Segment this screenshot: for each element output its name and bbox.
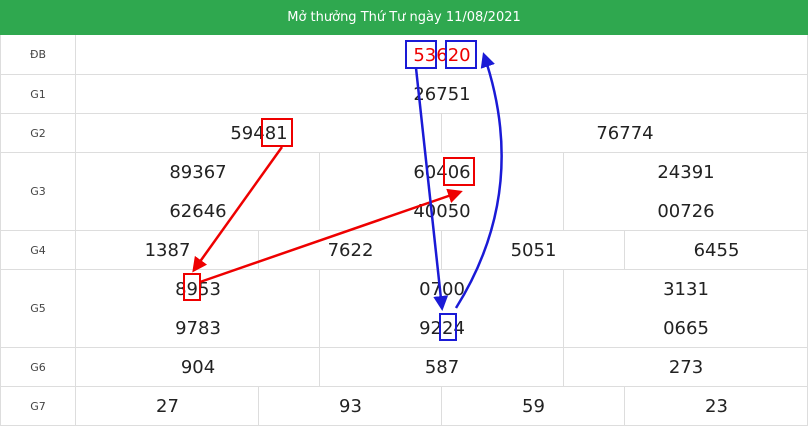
prize-number: 59481 [230,123,288,144]
prize-number: 76774 [596,123,654,144]
cell [320,153,564,231]
row-label: G1 [0,75,76,114]
cell [259,231,442,270]
prize-number: 7622 [327,240,374,261]
prize-number: 0700 [419,279,465,300]
prize-number: 62646 [169,201,227,222]
prize-number: 27 [156,396,179,417]
row-label: ĐB [0,35,76,75]
cell [76,348,320,387]
prize-number: 904 [180,357,216,378]
prize-number: 59 [522,396,545,417]
cell [76,114,442,153]
cell [76,231,259,270]
row-label: G6 [0,348,76,387]
prize-number: 89367 [169,162,227,183]
row-label: G3 [0,153,76,231]
header-title: Mở thưởng Thứ Tư ngày 11/08/2021 [0,0,808,35]
prize-number: 40050 [413,201,471,222]
prize-number: 9224 [419,318,465,339]
prize-number: 00726 [657,201,715,222]
prize-number: 273 [668,357,704,378]
cell [320,348,564,387]
prize-number: 1387 [144,240,191,261]
cell [320,270,564,348]
prize-number: 26751 [413,84,471,105]
prize-number: 0665 [663,318,709,339]
prize-number: 24391 [657,162,715,183]
cell [442,231,625,270]
row-label: G5 [0,270,76,348]
prize-number: 8953 [175,279,221,300]
prize-number: 587 [424,357,460,378]
prize-number: 93 [339,396,362,417]
prize-number: 9783 [175,318,221,339]
row-label: G4 [0,231,76,270]
prize-number: 3131 [663,279,709,300]
prize-number: 6455 [693,240,740,261]
row-label: G2 [0,114,76,153]
cell [76,270,320,348]
cell [76,153,320,231]
prize-number: 53620 [413,44,471,66]
prize-number: 5051 [510,240,557,261]
prize-number: 23 [705,396,728,417]
